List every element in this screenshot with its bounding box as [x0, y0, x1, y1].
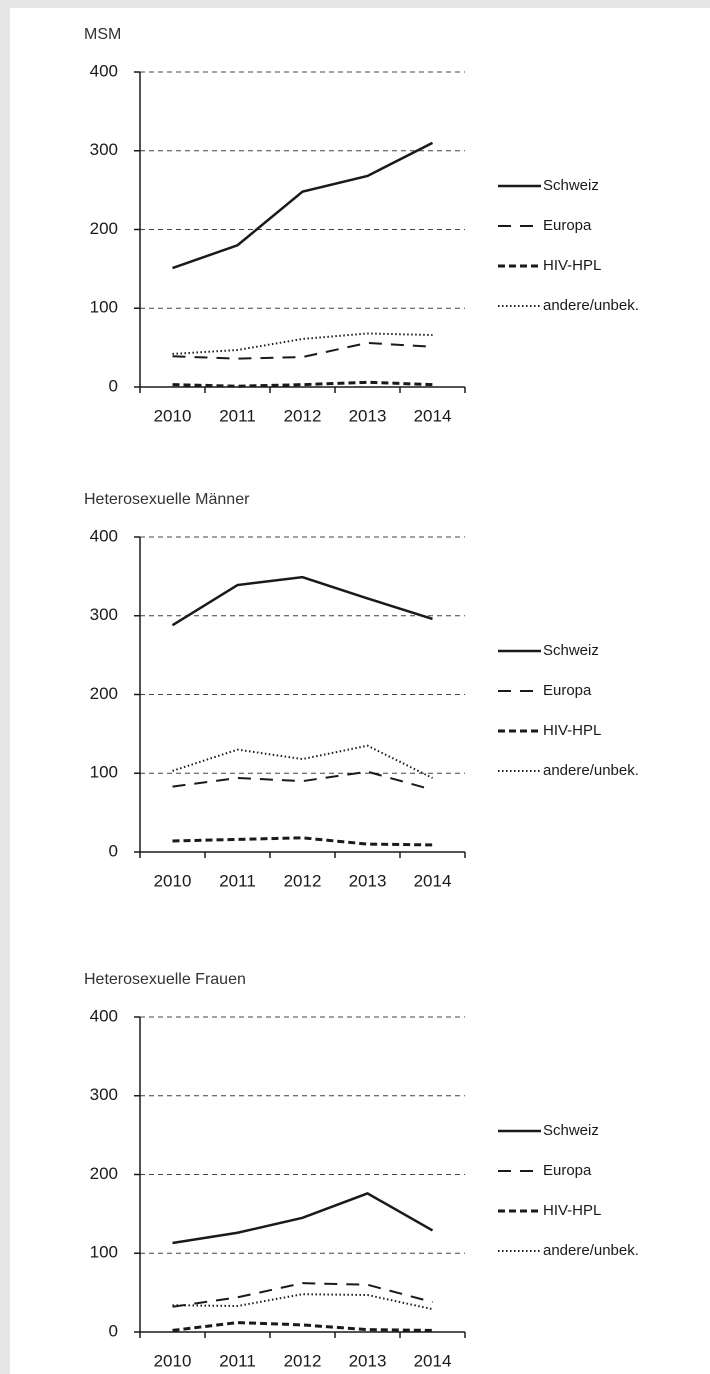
legend-label: andere/unbek.	[543, 1242, 639, 1259]
x-tick-label: 2010	[154, 871, 192, 890]
x-tick-label: 2012	[284, 406, 322, 425]
x-tick-label: 2013	[349, 871, 387, 890]
y-tick-label: 100	[90, 1243, 118, 1262]
x-tick-label: 2011	[219, 871, 256, 890]
y-tick-label: 300	[90, 1085, 118, 1104]
legend-label: andere/unbek.	[543, 762, 639, 779]
y-tick-label: 0	[109, 376, 118, 395]
chart-title: Heterosexuelle Frauen	[84, 971, 246, 988]
panel	[10, 8, 710, 1374]
x-tick-label: 2013	[349, 406, 387, 425]
legend-label: HIV-HPL	[543, 722, 601, 739]
line-series	[172, 141, 434, 270]
y-tick-label: 200	[90, 219, 118, 238]
legend-label: HIV-HPL	[543, 257, 601, 274]
y-tick-label: 0	[109, 1321, 118, 1340]
x-tick-label: 2010	[154, 406, 192, 425]
y-tick-label: 300	[90, 140, 118, 159]
legend-label: Europa	[543, 1162, 592, 1179]
legend-label: Europa	[543, 217, 592, 234]
line-series	[172, 1282, 433, 1308]
line-series	[172, 744, 433, 779]
legend-label: Schweiz	[543, 177, 599, 194]
line-series	[172, 1192, 434, 1245]
x-tick-label: 2012	[284, 1351, 322, 1370]
x-tick-label: 2011	[219, 406, 256, 425]
y-tick-label: 0	[109, 841, 118, 860]
y-tick-label: 400	[90, 526, 118, 545]
legend-label: Schweiz	[543, 642, 599, 659]
legend-label: Schweiz	[543, 1122, 599, 1139]
x-tick-label: 2014	[414, 406, 452, 425]
y-tick-label: 400	[90, 61, 118, 80]
y-tick-label: 100	[90, 298, 118, 317]
chart-title: Heterosexuelle Männer	[84, 491, 250, 508]
legend-label: HIV-HPL	[543, 1202, 601, 1219]
chart-title: MSM	[84, 26, 121, 43]
y-tick-label: 100	[90, 763, 118, 782]
y-tick-label: 300	[90, 605, 118, 624]
y-tick-label: 400	[90, 1006, 118, 1025]
line-series	[171, 575, 433, 627]
legend-label: Europa	[543, 682, 592, 699]
x-tick-label: 2011	[219, 1351, 256, 1370]
y-tick-label: 200	[90, 684, 118, 703]
x-tick-label: 2014	[414, 871, 452, 890]
x-tick-label: 2013	[349, 1351, 387, 1370]
x-tick-label: 2012	[284, 871, 322, 890]
legend-label: andere/unbek.	[543, 297, 639, 314]
x-tick-label: 2010	[154, 1351, 192, 1370]
x-tick-label: 2014	[414, 1351, 452, 1370]
y-tick-label: 200	[90, 1164, 118, 1183]
